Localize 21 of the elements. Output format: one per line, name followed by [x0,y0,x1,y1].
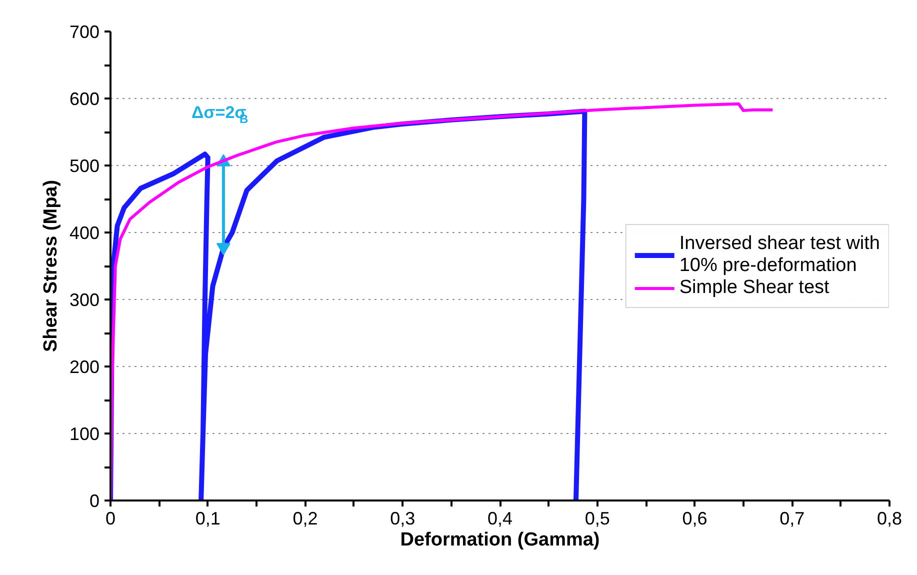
legend-label: Simple Shear test [679,276,830,298]
y-tick-label: 600 [69,89,100,109]
y-tick-label: 200 [69,357,100,377]
x-tick-label: 0,5 [584,508,610,528]
x-tick-label: 0,3 [390,508,416,528]
y-axis-title: Shear Stress (Mpa) [40,180,62,352]
y-tick-label: 300 [69,290,100,310]
x-tick-label: 0,1 [195,508,220,528]
y-tick-label: 100 [69,424,100,444]
y-tick-label: 700 [69,22,100,42]
x-tick-label: 0,8 [876,508,902,528]
y-tick-label: 400 [69,223,100,243]
y-tick-label: 500 [69,156,100,176]
legend-label: Inversed shear test with 10% pre-deformation [679,232,880,276]
x-tick-label: 0,7 [780,508,805,528]
x-tick-label: 0 [105,508,116,528]
y-tick-label: 0 [89,491,100,511]
x-tick-label: 0,6 [682,508,708,528]
x-tick-label: 0,2 [292,508,318,528]
x-axis-title: Deformation (Gamma) [400,530,600,550]
x-tick-label: 0,4 [487,508,513,528]
